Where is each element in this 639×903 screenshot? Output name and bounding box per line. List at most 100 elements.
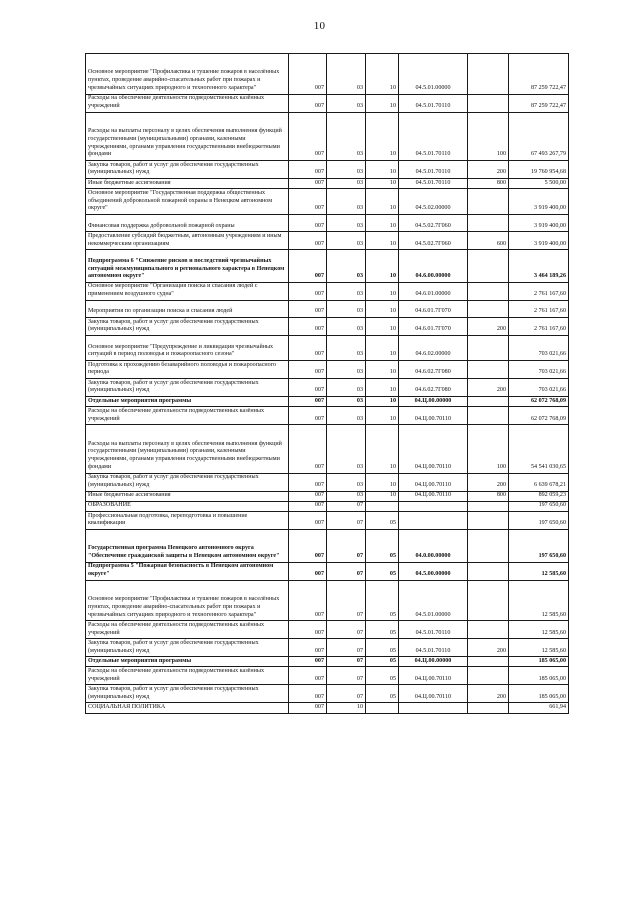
cell-sum: 185 065,00 xyxy=(508,656,569,668)
cell-sum: 197 650,60 xyxy=(508,528,569,563)
table-row: Закупка товаров, работ и услуг для обесп… xyxy=(85,159,569,179)
cell-sum: 12 585,60 xyxy=(508,638,569,658)
cell-podrazdel: 10 xyxy=(365,472,399,492)
cell-sum: 3 919 400,00 xyxy=(508,231,569,251)
cell-target xyxy=(398,510,468,530)
table-row: Закупка товаров, работ и услуг для обесп… xyxy=(85,378,569,398)
cell-razdel: 07 xyxy=(326,620,366,640)
cell-podrazdel: 10 xyxy=(365,396,399,408)
cell-vedom: 007 xyxy=(288,111,327,161)
cell-razdel: 03 xyxy=(326,299,366,319)
cell-vedom: 007 xyxy=(288,360,327,380)
cell-target: 04.5.02.00000 xyxy=(398,188,468,215)
cell-vid xyxy=(467,213,509,233)
cell-target: 04.5.02.7Г060 xyxy=(398,231,468,251)
table-row: Финансовая поддержка добровольной пожарн… xyxy=(85,213,569,233)
cell-vedom: 007 xyxy=(288,231,327,251)
cell-vid xyxy=(467,500,509,512)
table-row: Расходы на обеспечение деятельности подв… xyxy=(85,93,569,113)
cell-sum: 12 585,60 xyxy=(508,561,569,581)
table-row: Расходы на обеспечение деятельности подв… xyxy=(85,406,569,426)
cell-target: 04.5.01.70110 xyxy=(398,111,468,161)
cell-podrazdel: 10 xyxy=(365,53,399,95)
cell-name: Основное мероприятие "Профилактика и туш… xyxy=(85,579,289,622)
cell-sum: 6 639 678,21 xyxy=(508,472,569,492)
cell-sum: 3 919 400,00 xyxy=(508,213,569,233)
cell-vedom: 007 xyxy=(288,335,327,362)
cell-vid xyxy=(467,666,509,686)
cell-vid: 200 xyxy=(467,638,509,658)
cell-vid xyxy=(467,299,509,319)
cell-name: Профессиональная подготовка, переподгото… xyxy=(85,510,289,530)
cell-target xyxy=(398,702,468,714)
cell-target: 04.5.00.00000 xyxy=(398,561,468,581)
cell-razdel: 03 xyxy=(326,281,366,301)
table-row: Иные бюджетные ассигнования 007 03 10 04.5.0… xyxy=(85,177,569,190)
table-row: Подпрограмма 6 "Снижение рисков и послед… xyxy=(85,249,569,283)
cell-sum: 197 650,60 xyxy=(508,500,569,512)
cell-target: 04.6.01.00000 xyxy=(398,281,468,301)
cell-vedom: 007 xyxy=(288,177,327,190)
cell-name: Расходы на обеспечение деятельности подв… xyxy=(85,93,289,113)
cell-podrazdel xyxy=(365,702,399,714)
cell-vid xyxy=(467,188,509,215)
cell-vid xyxy=(467,249,509,283)
cell-podrazdel: 10 xyxy=(365,93,399,113)
cell-sum: 67 493 267,79 xyxy=(508,111,569,161)
cell-razdel: 03 xyxy=(326,406,366,426)
cell-podrazdel xyxy=(365,500,399,512)
cell-podrazdel: 10 xyxy=(365,317,399,337)
cell-podrazdel: 05 xyxy=(365,561,399,581)
cell-vedom: 007 xyxy=(288,702,327,714)
cell-vid xyxy=(467,561,509,581)
cell-vedom: 007 xyxy=(288,579,327,622)
cell-name: Иные бюджетные ассигнования xyxy=(85,177,289,190)
cell-vedom: 007 xyxy=(288,638,327,658)
cell-vedom: 007 xyxy=(288,424,327,474)
cell-vedom: 007 xyxy=(288,53,327,95)
cell-vedom: 007 xyxy=(288,684,327,704)
cell-vedom: 007 xyxy=(288,510,327,530)
cell-name: Закупка товаров, работ и услуг для обесп… xyxy=(85,638,289,658)
table-row: Расходы на обеспечение деятельности подв… xyxy=(85,620,569,640)
cell-podrazdel: 10 xyxy=(365,378,399,398)
cell-razdel: 07 xyxy=(326,579,366,622)
cell-razdel: 03 xyxy=(326,93,366,113)
cell-razdel: 07 xyxy=(326,684,366,704)
cell-name: Государственная программа Ненецкого авто… xyxy=(85,528,289,563)
cell-target: 04.Ц.00.70110 xyxy=(398,424,468,474)
cell-target: 04.Ц.00.70110 xyxy=(398,406,468,426)
table-row: Подпрограмма 5 "Пожарная безопасность в … xyxy=(85,561,569,581)
cell-target: 04.6.02.7Г080 xyxy=(398,360,468,380)
cell-name: СОЦИАЛЬНАЯ ПОЛИТИКА xyxy=(85,702,289,714)
cell-vedom: 007 xyxy=(288,159,327,179)
cell-name: ОБРАЗОВАНИЕ xyxy=(85,500,289,512)
cell-razdel: 10 xyxy=(326,702,366,714)
cell-name: Основное мероприятие "Организация поиска… xyxy=(85,281,289,301)
cell-vedom: 007 xyxy=(288,299,327,319)
cell-name: Расходы на выплаты персоналу в целях обе… xyxy=(85,424,289,474)
cell-podrazdel: 10 xyxy=(365,159,399,179)
cell-podrazdel: 10 xyxy=(365,490,399,502)
cell-target: 04.5.01.70110 xyxy=(398,93,468,113)
cell-vid xyxy=(467,281,509,301)
cell-podrazdel: 05 xyxy=(365,528,399,563)
cell-razdel: 07 xyxy=(326,638,366,658)
cell-podrazdel: 10 xyxy=(365,213,399,233)
cell-vid: 100 xyxy=(467,424,509,474)
cell-sum: 87 259 722,47 xyxy=(508,93,569,113)
cell-name: Закупка товаров, работ и услуг для обесп… xyxy=(85,317,289,337)
cell-target: 04.Ц.00.00000 xyxy=(398,396,468,408)
cell-sum: 62 072 768,09 xyxy=(508,406,569,426)
table-row: Предоставление субсидий бюджетным, автон… xyxy=(85,231,569,251)
cell-podrazdel: 10 xyxy=(365,406,399,426)
table-row: Основное мероприятие "Профилактика и туш… xyxy=(85,53,569,95)
cell-razdel: 03 xyxy=(326,424,366,474)
cell-target: 04.5.01.70110 xyxy=(398,177,468,190)
table-row: Закупка товаров, работ и услуг для обесп… xyxy=(85,472,569,492)
cell-name: Подготовка к прохождению безаварийного п… xyxy=(85,360,289,380)
cell-name: Закупка товаров, работ и услуг для обесп… xyxy=(85,472,289,492)
cell-sum: 62 072 768,09 xyxy=(508,396,569,408)
page-number: 10 xyxy=(313,20,326,32)
table-row: Основное мероприятие "Предупреждение и л… xyxy=(85,335,569,362)
